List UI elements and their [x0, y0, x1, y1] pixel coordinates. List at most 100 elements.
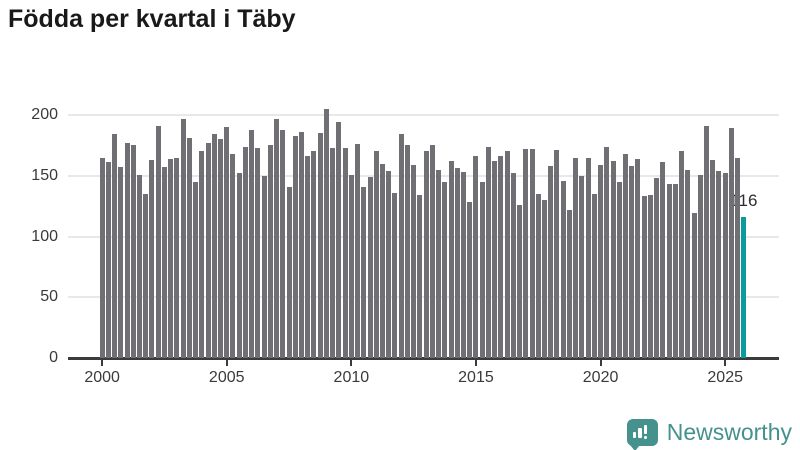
bar — [492, 161, 498, 358]
bar — [647, 195, 653, 358]
bar — [323, 108, 329, 358]
y-gridline — [68, 296, 779, 299]
bar — [348, 174, 354, 358]
bar — [392, 192, 398, 358]
y-gridline — [68, 174, 779, 177]
bar — [180, 118, 186, 358]
bar — [137, 174, 142, 358]
bar — [305, 156, 311, 358]
bar — [99, 157, 105, 358]
bar — [274, 118, 280, 358]
bar — [573, 157, 579, 358]
x-tick — [474, 359, 477, 366]
bar — [716, 170, 722, 358]
logo-bar-1 — [632, 432, 637, 438]
bar — [679, 151, 685, 358]
highlighted-bar — [741, 217, 747, 358]
bar — [355, 144, 361, 358]
x-tick — [225, 359, 228, 366]
bar — [242, 146, 248, 358]
bar — [685, 169, 691, 358]
bar — [398, 134, 404, 358]
bar — [423, 151, 429, 358]
bar — [155, 125, 161, 358]
bar — [292, 135, 298, 358]
bar — [211, 134, 217, 358]
bar — [249, 129, 255, 358]
bar — [629, 166, 635, 358]
bar — [579, 175, 585, 358]
bar — [442, 181, 448, 358]
bar — [616, 181, 622, 358]
brand-name: Newsworthy — [666, 419, 792, 445]
bar — [124, 142, 130, 358]
y-tick-label: 50 — [40, 288, 58, 306]
bar — [504, 151, 510, 358]
x-tick-label: 2000 — [84, 369, 120, 386]
bar — [286, 186, 292, 358]
bar — [554, 150, 560, 358]
bar — [591, 193, 597, 358]
bar — [654, 178, 660, 358]
bar — [535, 193, 541, 358]
bar — [386, 170, 392, 358]
bar — [542, 200, 547, 358]
bar — [697, 174, 703, 358]
bar — [429, 145, 435, 358]
y-gridline — [68, 114, 779, 116]
bar — [485, 146, 491, 358]
bar — [704, 125, 709, 358]
bar — [467, 202, 473, 358]
bar — [610, 161, 616, 358]
bar — [230, 153, 236, 358]
bar — [517, 204, 523, 358]
bar — [598, 164, 604, 358]
bar — [193, 181, 199, 358]
bar — [641, 196, 647, 358]
bar — [112, 134, 118, 358]
bar — [479, 181, 485, 358]
bar — [380, 163, 385, 358]
bar — [735, 157, 741, 358]
bar — [161, 167, 167, 358]
x-tick — [101, 359, 104, 366]
bar — [585, 157, 591, 358]
bar — [461, 172, 466, 358]
bar — [529, 149, 535, 358]
y-tick-label: 150 — [31, 166, 58, 184]
x-tick-label: 2010 — [333, 369, 370, 386]
bar — [367, 176, 373, 358]
bar — [224, 127, 230, 358]
y-tick-label: 100 — [31, 227, 58, 245]
bar — [411, 164, 417, 358]
bar — [299, 132, 304, 358]
bar — [404, 145, 410, 358]
bar — [436, 169, 442, 358]
bar — [130, 145, 136, 358]
bar — [417, 195, 423, 358]
bar — [454, 168, 460, 358]
bar — [672, 184, 678, 358]
bar-chart-speech-bubble-icon — [626, 419, 658, 450]
bar — [280, 129, 286, 358]
bar — [174, 157, 180, 358]
bar — [342, 147, 348, 358]
bar — [473, 156, 479, 358]
y-tick-label: 200 — [31, 106, 58, 123]
bar — [261, 175, 267, 358]
bar — [186, 138, 192, 358]
bar — [149, 159, 155, 358]
bar — [548, 166, 554, 358]
bar — [710, 159, 716, 358]
newsworthy-logo[interactable]: Newsworthy — [626, 419, 792, 450]
bar — [728, 128, 734, 358]
bar — [143, 193, 149, 358]
x-tick-label: 2005 — [208, 369, 245, 386]
bar — [361, 186, 367, 358]
speech-bubble-tail — [629, 445, 640, 450]
bar — [373, 151, 379, 358]
chart-title: Födda per kvartal i Täby — [8, 5, 296, 33]
bar — [691, 213, 697, 358]
y-tick-label: 0 — [49, 349, 58, 366]
